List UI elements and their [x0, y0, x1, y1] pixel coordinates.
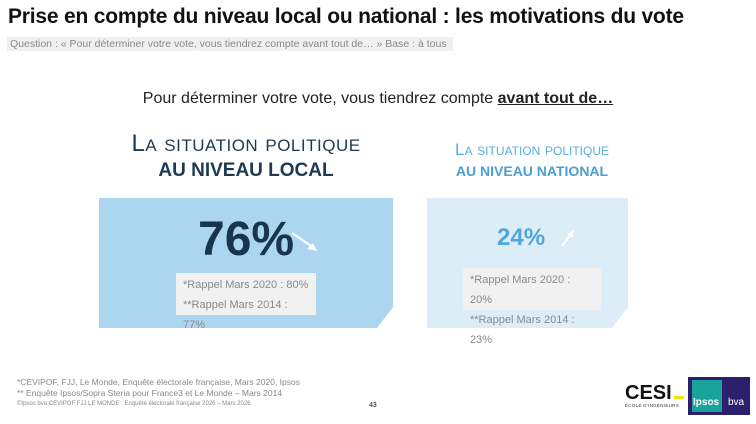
recall-2020: *Rappel Mars 2020 : 80% [183, 279, 309, 291]
national-recall-box: *Rappel Mars 2020 : 20% **Rappel Mars 20… [463, 268, 601, 346]
cesi-logo: CESI ÉCOLE D'INGÉNIEURS [625, 383, 684, 408]
national-heading: La situation politique [454, 140, 610, 159]
recall-2020: *Rappel Mars 2020 : 20% [470, 274, 571, 306]
recall-2014: **Rappel Mars 2014 : 23% [470, 314, 575, 346]
ipsos-text: Ipsos [693, 397, 720, 408]
question-caption: Question : « Pour déterminer votre vote,… [7, 37, 453, 51]
national-subheading: AU NIVEAU NATIONAL [455, 163, 609, 179]
ipsos-bva-logo: Ipsos bva [688, 377, 750, 415]
local-heading: La situation politique [131, 130, 361, 157]
cesi-logo-sub: ÉCOLE D'INGÉNIEURS [625, 403, 680, 408]
lead-text: Pour déterminer votre vote, vous tiendre… [0, 90, 756, 108]
local-recall-box: *Rappel Mars 2020 : 80% **Rappel Mars 20… [176, 273, 316, 331]
arrow-up-right-icon [561, 230, 574, 247]
footnote-1: *CEVIPOF, FJJ, Le Monde, Enquête élector… [17, 377, 301, 387]
local-subheading: AU NIVEAU LOCAL [158, 160, 334, 181]
page-number: 43 [369, 402, 377, 409]
footnote-2: ** Enquête Ipsos/Sopra Steria pour Franc… [17, 388, 283, 398]
lead-main: Pour déterminer votre vote, vous tiendre… [142, 90, 498, 107]
page-title: Prise en compte du niveau local ou natio… [8, 5, 684, 28]
copyright: ©Ipsos bva CEVIPOF FJJ LE MONDE : Enquêt… [17, 401, 251, 407]
recall-2014: **Rappel Mars 2014 : 77% [183, 299, 288, 331]
arrow-down-right-icon [291, 232, 317, 251]
cesi-logo-text: CESI [625, 382, 672, 404]
national-percentage: 24% [497, 224, 546, 251]
local-percentage: 76% [198, 213, 295, 266]
bva-text: bva [728, 397, 745, 408]
lead-emphasis: avant tout de… [497, 90, 614, 107]
